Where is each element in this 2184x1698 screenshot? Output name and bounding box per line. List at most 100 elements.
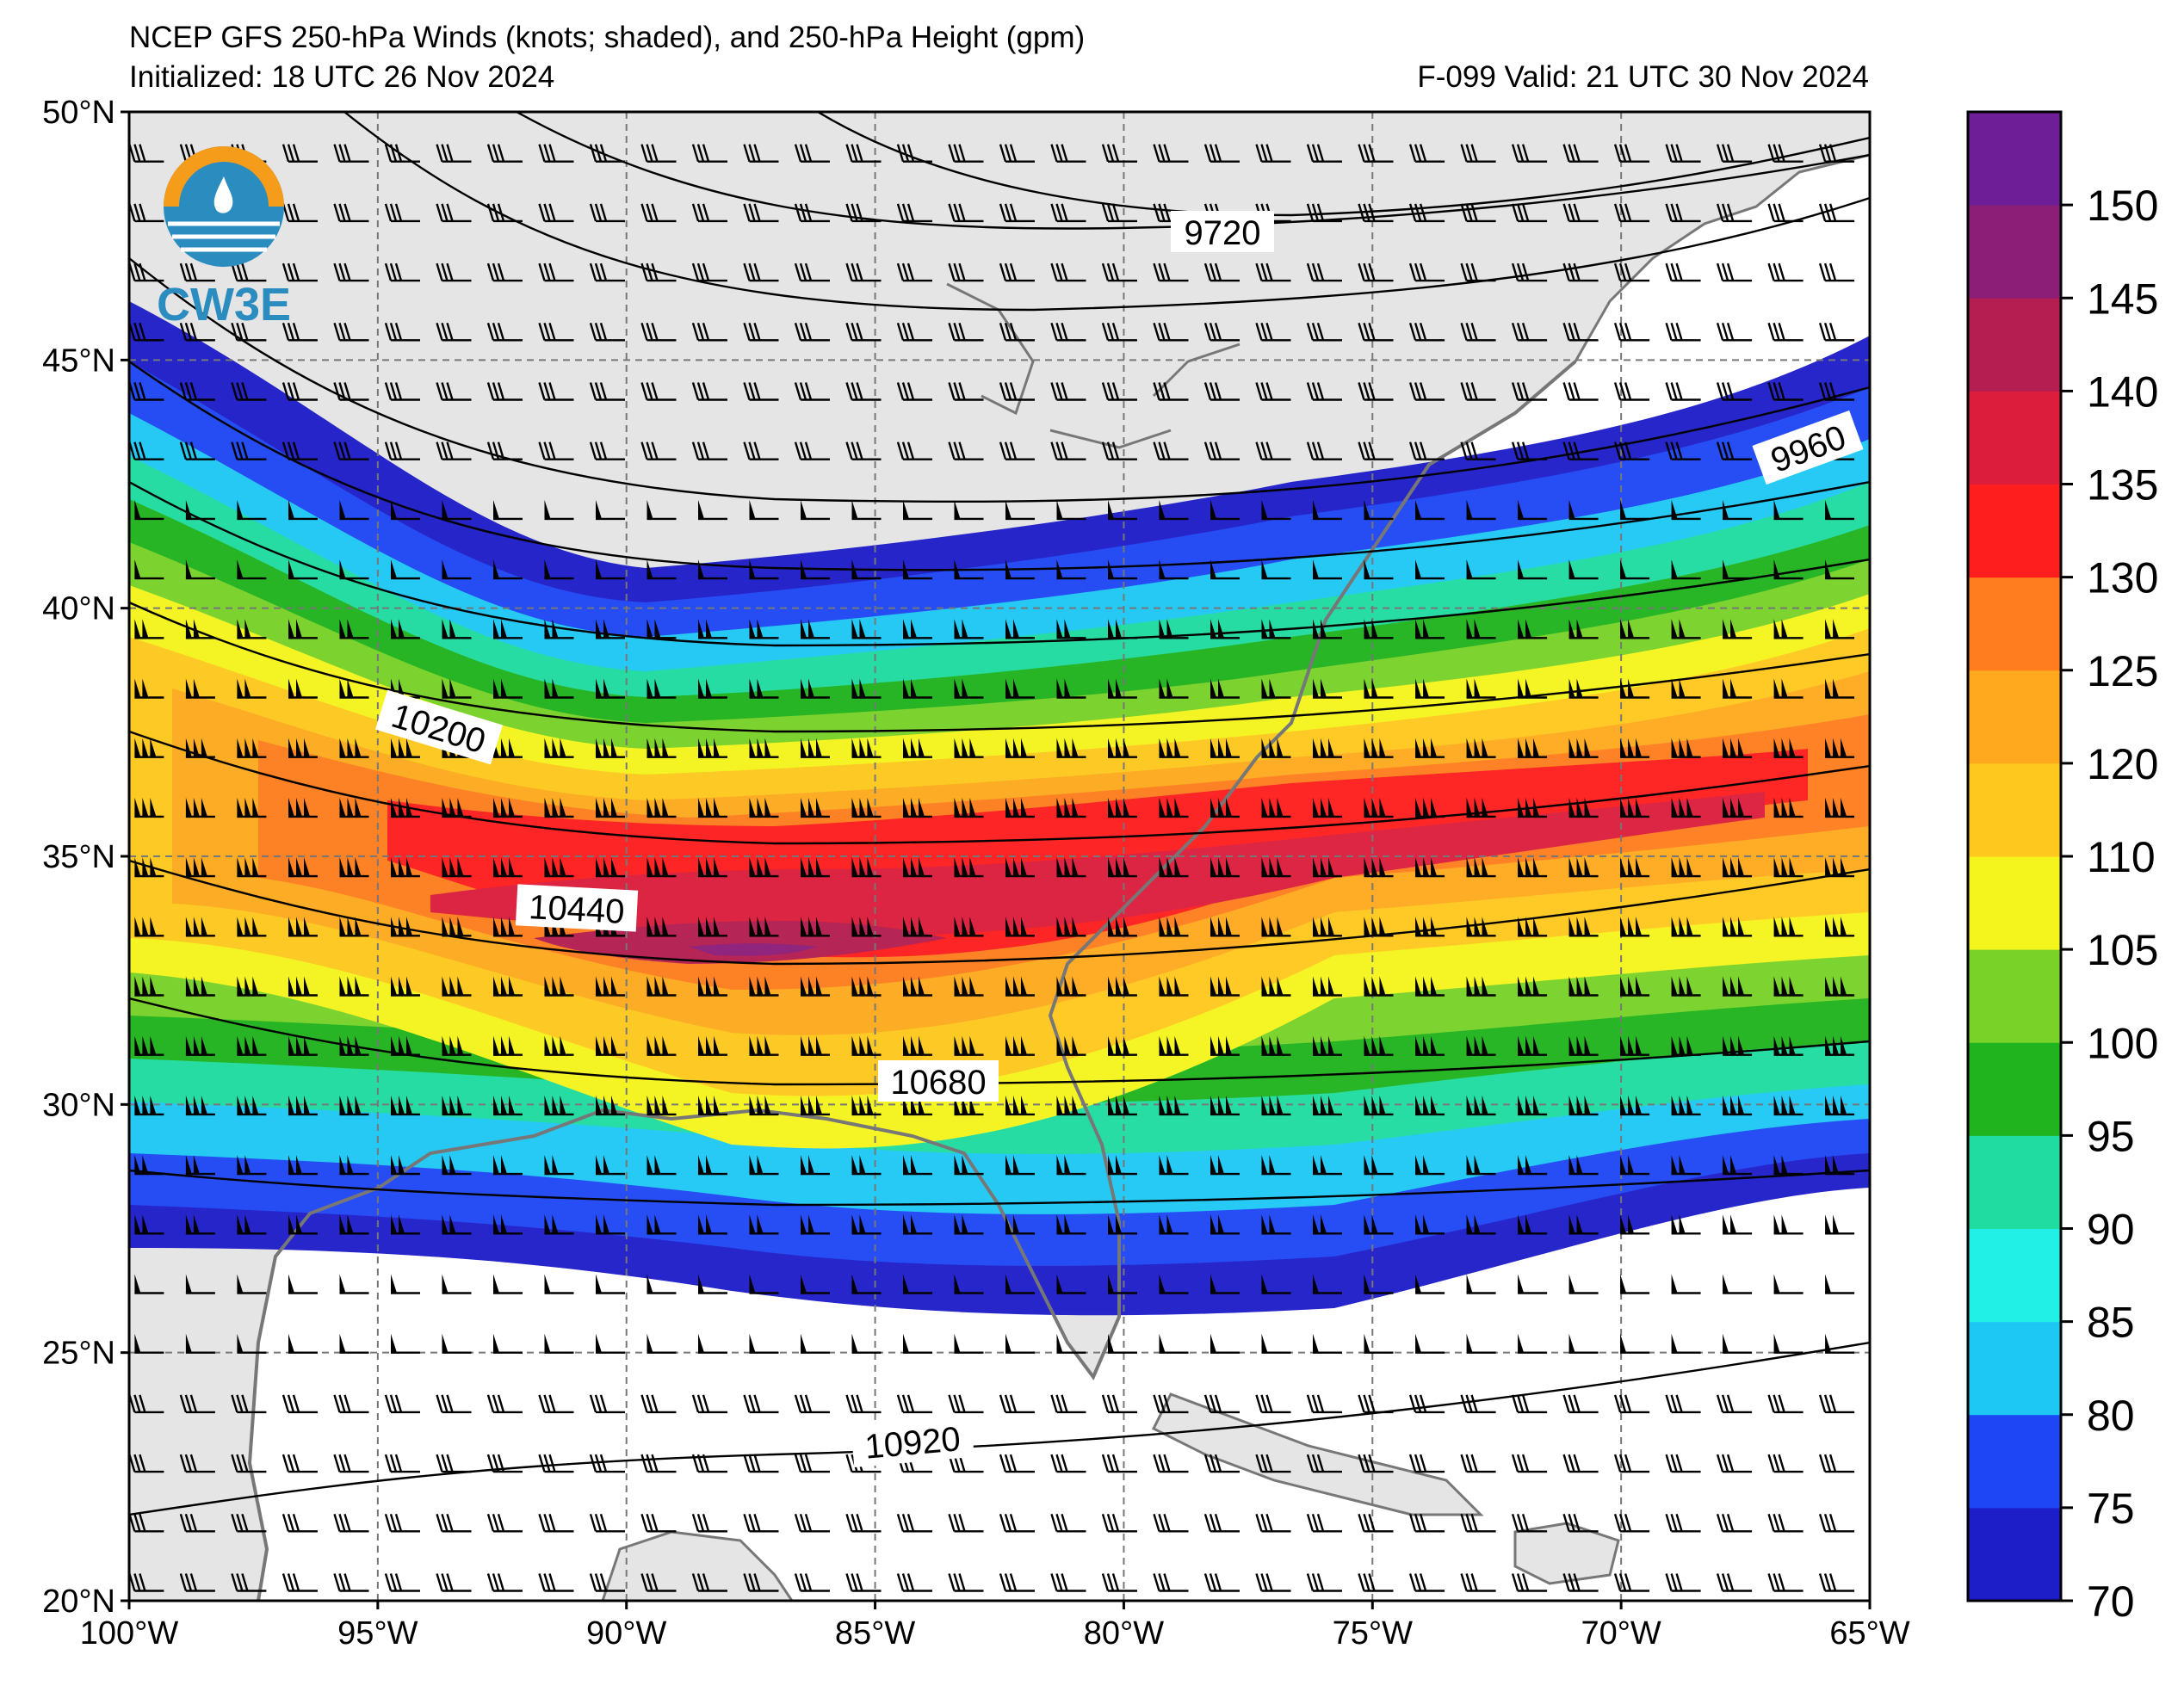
wind-barb: [1364, 1155, 1394, 1176]
wind-barb: [948, 203, 984, 223]
wind-barb: [1562, 203, 1599, 223]
wind-barb: [1613, 262, 1650, 282]
wind-barb: [903, 738, 932, 758]
wind-barb: [237, 619, 267, 639]
wind-barb: [999, 322, 1035, 342]
wind-barb: [1358, 144, 1394, 163]
wind-barb: [1665, 441, 1701, 460]
wind-barb: [1773, 1274, 1804, 1294]
wind-barb: [1568, 499, 1599, 521]
contour-line-9840: [343, 112, 1870, 312]
wind-barb: [134, 559, 164, 580]
colorbar-tick-label: 75: [2087, 1485, 2135, 1533]
lat-tick-label: 35°N: [42, 839, 115, 875]
wind-barb: [1313, 619, 1342, 639]
wind-barb: [333, 1394, 369, 1414]
wind-barb: [129, 322, 164, 342]
wind-barb: [749, 1095, 779, 1116]
wind-barb: [237, 797, 267, 818]
wind-barb: [1108, 1274, 1137, 1294]
wind-barb: [1203, 144, 1240, 163]
wind-barb: [486, 262, 523, 282]
wind-barb: [391, 1274, 420, 1294]
wind-barb: [647, 917, 677, 937]
wind-barb: [185, 1214, 215, 1235]
wind-barb: [237, 559, 267, 580]
wind-barb: [282, 144, 318, 163]
wind-barb: [1825, 619, 1855, 639]
wind-barb: [1159, 857, 1189, 878]
wind-barb: [1415, 499, 1445, 521]
wind-barb: [1620, 1214, 1650, 1235]
colorbar-segment: [1968, 391, 2061, 485]
wind-barb: [1364, 1274, 1394, 1294]
svg-text:9720: 9720: [1185, 214, 1261, 252]
wind-barb: [1716, 1513, 1753, 1533]
wind-barb: [1313, 1214, 1342, 1235]
wind-barb: [1613, 203, 1650, 223]
wind-barb: [1568, 976, 1599, 997]
wind-band-145: [534, 921, 947, 964]
wind-barb: [1460, 322, 1496, 342]
wind-barb: [589, 322, 625, 342]
wind-barb: [1159, 1155, 1189, 1176]
wind-barb: [544, 559, 574, 580]
wind-barb: [185, 559, 215, 580]
wind-barb: [1210, 559, 1240, 580]
wind-barb: [596, 976, 625, 997]
wind-barb: [288, 797, 318, 818]
wind-barb: [1466, 1333, 1496, 1354]
wind-barb: [749, 1274, 779, 1294]
wind-barb: [851, 1095, 882, 1116]
wind-barb: [1159, 1035, 1189, 1056]
wind-barb: [954, 1214, 984, 1235]
wind-barb: [1364, 499, 1394, 521]
wind-barb: [903, 857, 932, 878]
wind-barb: [288, 1333, 318, 1354]
wind-barb: [391, 559, 420, 580]
wind-barb: [698, 1155, 727, 1176]
wind-barb: [333, 322, 369, 342]
lon-tick-label: 100°W: [80, 1615, 179, 1652]
wind-barb: [1153, 262, 1189, 282]
wind-barb: [282, 1394, 318, 1414]
wind-barb: [1306, 382, 1342, 401]
wind-barb: [134, 1095, 164, 1116]
wind-barb: [589, 1573, 625, 1592]
colorbar: 150 145 140 135 130 125 120 110 105 100 95 90 85 80 75…: [1966, 110, 2158, 1626]
wind-barb: [794, 1394, 830, 1414]
wind-barb: [948, 322, 984, 342]
wind-barb: [544, 1333, 574, 1354]
wind-barb: [589, 203, 625, 223]
wind-barb: [801, 619, 830, 639]
wind-barb: [442, 1333, 472, 1354]
wind-barb: [851, 738, 882, 758]
svg-text:10920: 10920: [863, 1420, 962, 1466]
wind-barb: [1261, 1095, 1291, 1116]
wind-barb: [288, 619, 318, 639]
wind-barb: [1723, 1274, 1753, 1294]
wind-barb: [1825, 1214, 1855, 1235]
wind-barb: [903, 1274, 932, 1294]
wind-barb: [1723, 1035, 1753, 1056]
wind-barb: [1153, 1394, 1189, 1414]
wind-barb: [749, 559, 779, 580]
wind-barb: [589, 1394, 625, 1414]
wind-barb: [237, 917, 267, 937]
wind-barb: [1056, 976, 1086, 997]
colorbar-segment: [1968, 1321, 2061, 1416]
wind-barb: [1665, 382, 1701, 401]
wind-barb: [282, 1573, 318, 1592]
wind-barb: [538, 144, 574, 163]
wind-barb: [436, 203, 472, 223]
wind-barb: [544, 619, 574, 639]
lon-tick-label: 80°W: [1084, 1615, 1164, 1652]
wind-barb: [1306, 441, 1342, 460]
wind-barb: [538, 1573, 574, 1592]
wind-barb: [1056, 678, 1086, 699]
logo-sun-arc: [164, 146, 284, 207]
wind-barb: [999, 1394, 1035, 1414]
wind-barb: [1153, 441, 1189, 460]
wind-barb: [538, 1394, 574, 1414]
wind-barb: [288, 917, 318, 937]
